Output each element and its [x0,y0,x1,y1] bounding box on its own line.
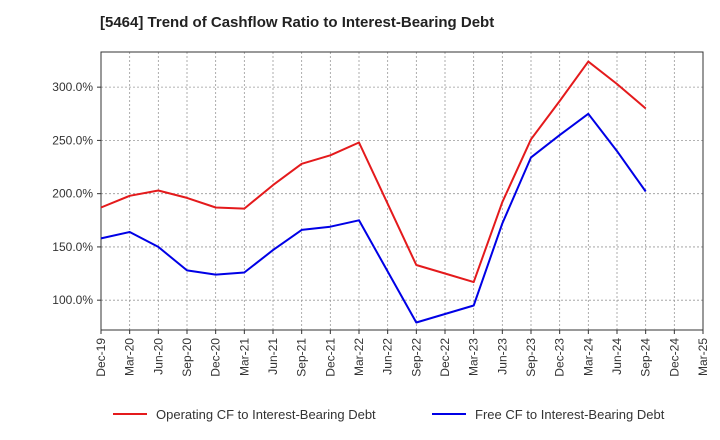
y-tick-label: 250.0% [52,133,93,147]
legend-label: Operating CF to Interest-Bearing Debt [156,407,376,422]
chart-title: [5464] Trend of Cashflow Ratio to Intere… [100,14,495,31]
x-tick-label: Dec-24 [667,338,681,377]
legend-label: Free CF to Interest-Bearing Debt [475,407,665,422]
series-line [100,60,647,284]
x-tick-label: Dec-21 [323,338,337,377]
y-tick-label: 200.0% [52,187,93,201]
x-tick-label: Dec-22 [438,338,452,377]
x-tick-label: Jun-24 [610,338,624,375]
series-line [100,112,647,324]
y-axis: 100.0% 150.0% 200.0% 250.0% 300.0% [52,80,101,307]
grid [100,52,704,330]
x-tick-label: Dec-23 [553,338,567,377]
x-tick-label: Sep-20 [180,338,194,377]
x-tick-label: Mar-24 [581,338,595,376]
x-tick-label: Mar-21 [237,338,251,376]
x-tick-label: Dec-20 [209,338,223,377]
legend: Operating CF to Interest-Bearing Debt Fre… [113,407,665,422]
x-tick-label: Jun-21 [266,338,280,375]
x-axis: Dec-19 Mar-20 Jun-20 Sep-20 Dec-20 Mar-21 Jun-… [94,330,710,377]
x-tick-label: Mar-20 [123,338,137,376]
x-tick-label: Jun-23 [495,338,509,375]
series-lines [100,60,647,324]
x-tick-label: Mar-23 [467,338,481,376]
y-tick-label: 300.0% [52,80,93,94]
plot-area [100,51,704,331]
x-tick-label: Sep-24 [639,338,653,377]
x-tick-label: Mar-22 [352,338,366,376]
y-tick-label: 100.0% [52,293,93,307]
x-tick-label: Dec-19 [94,338,108,377]
x-tick-label: Sep-22 [409,338,423,377]
y-tick-label: 150.0% [52,240,93,254]
x-tick-label: Mar-25 [696,338,710,376]
x-tick-label: Jun-20 [151,338,165,375]
x-tick-label: Sep-21 [295,338,309,377]
x-tick-label: Sep-23 [524,338,538,377]
x-tick-label: Jun-22 [381,338,395,375]
